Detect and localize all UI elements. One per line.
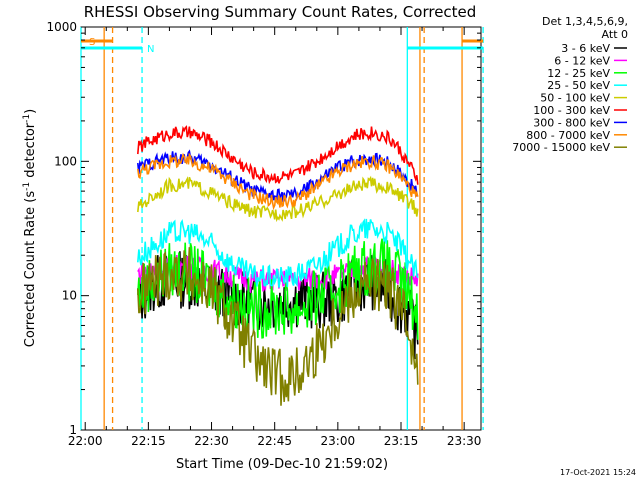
legend-label-1: 6 - 12 keV bbox=[554, 54, 610, 67]
legend-header-line2: Att 0 bbox=[602, 28, 628, 41]
interval-label-0: S bbox=[89, 37, 95, 48]
y-tick-label-0: 1 bbox=[69, 423, 77, 437]
legend-label-3: 25 - 50 keV bbox=[547, 79, 610, 92]
chart-title: RHESSI Observing Summary Count Rates, Co… bbox=[84, 3, 477, 21]
legend-label-6: 300 - 800 keV bbox=[533, 116, 610, 129]
legend-header-line1: Det 1,3,4,5,6,9, bbox=[542, 15, 628, 28]
series-line-8 bbox=[137, 247, 419, 406]
series-group bbox=[137, 125, 419, 406]
y-tick-label-1: 10 bbox=[62, 289, 77, 303]
x-tick-label-5: 23:15 bbox=[384, 434, 419, 448]
interval-markers: SN bbox=[81, 37, 484, 55]
x-tick-label-3: 22:45 bbox=[257, 434, 292, 448]
y-axis-label: Corrected Count Rate (s-1 detector-1) bbox=[22, 109, 38, 347]
series-line-3 bbox=[137, 218, 419, 288]
legend-label-8: 7000 - 15000 keV bbox=[512, 141, 610, 154]
axes: 22:00 22:15 22:30 22:45 23:00 23:15 23:30 1 10 10… bbox=[46, 20, 481, 448]
x-axis-label: Start Time (09-Dec-10 21:59:02) bbox=[176, 457, 388, 472]
x-tick-label-2: 22:30 bbox=[194, 434, 229, 448]
interval-label-1: N bbox=[147, 44, 154, 55]
x-tick-label-0: 22:00 bbox=[68, 434, 103, 448]
x-tick-label-6: 23:30 bbox=[447, 434, 482, 448]
y-tick-label-3: 1000 bbox=[46, 20, 77, 34]
footer-timestamp: 17-Oct-2021 15:24 bbox=[560, 468, 636, 477]
legend-label-7: 800 - 7000 keV bbox=[526, 129, 610, 142]
legend-label-2: 12 - 25 keV bbox=[547, 67, 610, 80]
x-tick-label-1: 22:15 bbox=[131, 434, 166, 448]
legend-label-4: 50 - 100 keV bbox=[540, 92, 610, 105]
legend-label-0: 3 - 6 keV bbox=[561, 42, 610, 55]
series-line-5 bbox=[137, 125, 419, 185]
series-line-7 bbox=[137, 152, 419, 211]
series-line-4 bbox=[137, 175, 419, 223]
y-tick-label-2: 100 bbox=[54, 154, 77, 168]
interval-lines bbox=[80, 27, 484, 430]
x-tick-label-4: 23:00 bbox=[321, 434, 356, 448]
legend-label-5: 100 - 300 keV bbox=[533, 104, 610, 117]
